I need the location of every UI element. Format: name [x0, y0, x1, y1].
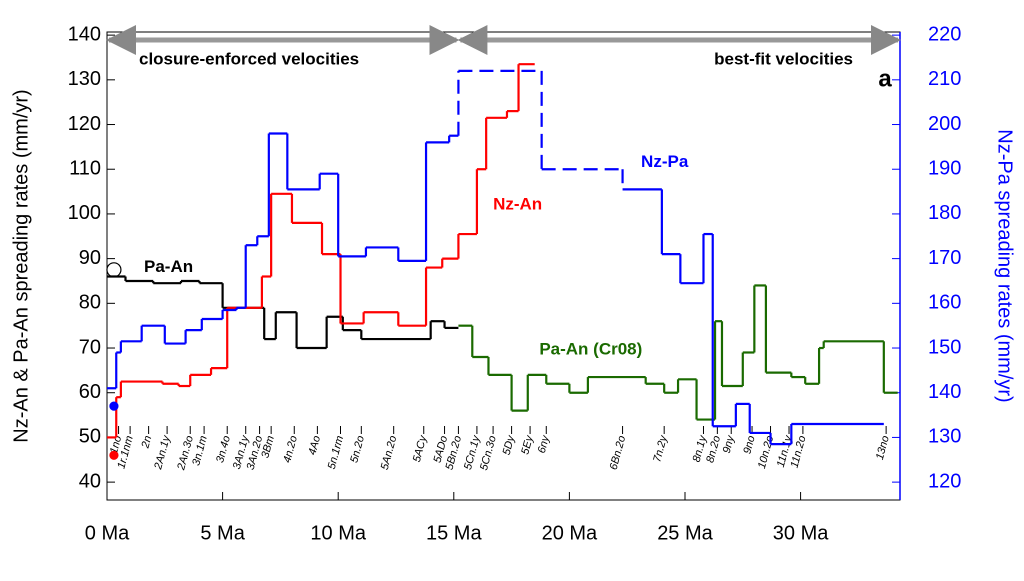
x-tick-label: 25 Ma — [657, 522, 713, 544]
series-label: Pa-An — [144, 257, 193, 276]
y2-tick-label: 220 — [928, 23, 961, 45]
chron-label: 9no — [741, 434, 757, 455]
y-tick-label: 110 — [69, 158, 101, 180]
chron-label: 2n — [139, 434, 154, 450]
y-tick-label: 80 — [79, 292, 101, 314]
series-label: Nz-Pa — [641, 152, 689, 171]
period-label: best-fit velocities — [714, 49, 853, 68]
chron-label: 7n.2y — [651, 433, 670, 464]
series-label: Pa-An (Cr08) — [539, 340, 642, 359]
marker — [109, 450, 119, 460]
y-tick-label: 60 — [79, 381, 101, 403]
x-tick-label: 15 Ma — [426, 522, 482, 544]
panel-label: a — [878, 65, 892, 92]
x-tick-label: 10 Ma — [310, 522, 366, 544]
plot-frame — [106, 31, 901, 501]
chron-label: 2An.1y — [152, 433, 173, 472]
y2-tick-label: 160 — [928, 292, 961, 314]
chron-label: 9ny — [721, 433, 738, 455]
y-axis-label: Nz-An & Pa-An spreading rates (mm/yr) — [10, 89, 32, 442]
y-tick-label: 70 — [79, 336, 101, 358]
series-label: Nz-An — [493, 194, 542, 213]
y-tick-label: 40 — [79, 470, 101, 492]
y-tick-label: 140 — [68, 23, 101, 45]
chron-label: 1no — [108, 434, 124, 455]
y-tick-label: 130 — [68, 68, 101, 90]
y-tick-label: 50 — [79, 426, 101, 448]
y2-tick-label: 130 — [928, 426, 961, 448]
y2-tick-label: 190 — [928, 158, 961, 180]
chron-label: 5ACy — [411, 433, 430, 464]
chron-label: 3Bm — [259, 434, 276, 459]
chron-label: 10n.2o — [756, 434, 776, 470]
chron-label: 5Dy — [501, 433, 518, 456]
marker — [106, 262, 122, 278]
chron-label: 3n.4o — [214, 434, 233, 464]
x-tick-label: 0 Ma — [85, 522, 130, 544]
chron-label: 5n.1rm — [326, 434, 346, 470]
y-tick-label: 90 — [79, 247, 101, 269]
chron-label: 5An.2o — [379, 434, 400, 471]
chron-label: 4Ao — [306, 434, 323, 456]
period-label: closure-enforced velocities — [139, 49, 359, 68]
chron-label: 4n.2o — [281, 434, 300, 464]
y2-tick-label: 210 — [928, 68, 961, 90]
chron-label: 6ny — [536, 433, 553, 455]
y2-tick-label: 150 — [928, 336, 961, 358]
x-tick-label: 20 Ma — [542, 522, 598, 544]
x-tick-label: 5 Ma — [200, 522, 245, 544]
chron-label: 5Ey — [519, 433, 536, 456]
chron-label: 5n.2o — [348, 434, 367, 464]
y2-tick-label: 120 — [928, 470, 961, 492]
chron-label: 6Bn.2o — [608, 434, 629, 471]
y2-tick-label: 170 — [928, 247, 961, 269]
x-tick-label: 30 Ma — [773, 522, 829, 544]
marker — [109, 401, 119, 411]
y2-tick-label: 200 — [928, 113, 961, 135]
y2-axis-label: Nz-Pa spreading rates (mm/yr) — [994, 129, 1016, 402]
chron-label: 13no — [874, 434, 892, 461]
y-tick-label: 100 — [68, 202, 101, 224]
y2-tick-label: 140 — [928, 381, 961, 403]
y-tick-label: 120 — [68, 113, 101, 135]
y2-tick-label: 180 — [928, 202, 961, 224]
